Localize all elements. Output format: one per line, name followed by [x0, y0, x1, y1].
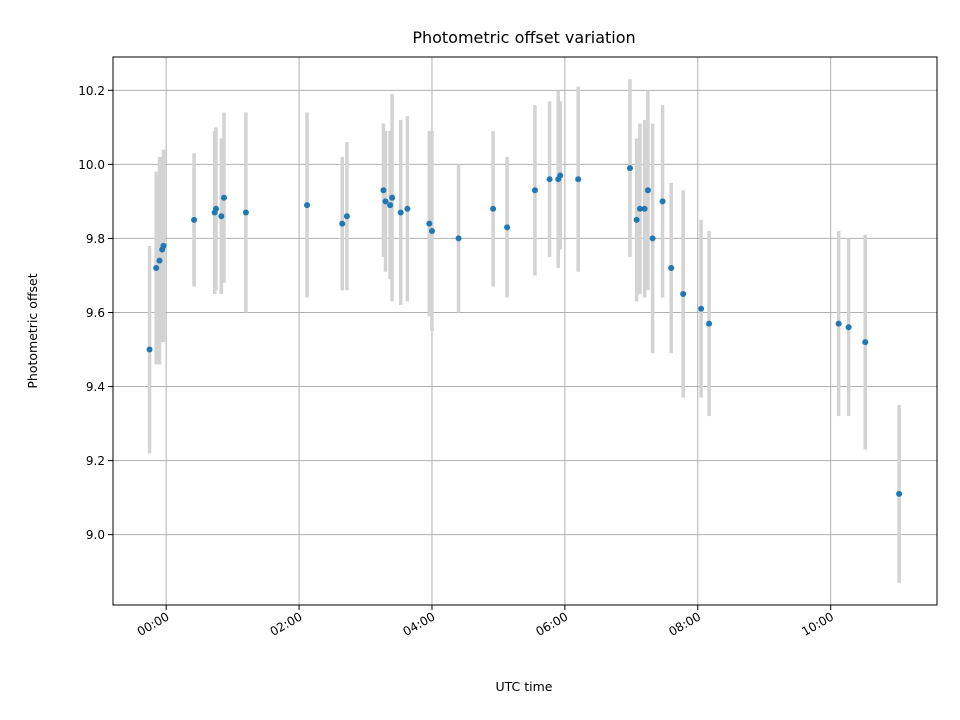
plot-frame	[112, 56, 938, 606]
data-point	[504, 224, 511, 231]
data-point	[659, 198, 666, 205]
data-point	[389, 194, 396, 201]
x-axis-label: UTC time	[496, 679, 553, 694]
data-point	[426, 220, 433, 227]
data-point	[557, 172, 564, 179]
data-point	[706, 320, 713, 327]
data-point	[680, 290, 687, 297]
data-point	[220, 194, 227, 201]
data-points	[146, 165, 903, 497]
data-point	[649, 235, 656, 242]
y-axis-label: Photometric offset	[25, 273, 40, 388]
data-point	[644, 187, 651, 194]
y-tick-label: 10.0	[78, 158, 105, 172]
data-point	[531, 187, 538, 194]
data-point	[835, 320, 842, 327]
data-point	[404, 205, 411, 212]
y-tick-label: 9.0	[86, 528, 105, 542]
data-point	[382, 198, 389, 205]
data-point	[339, 220, 346, 227]
data-point	[160, 242, 167, 249]
data-point	[218, 213, 225, 220]
y-tick-label: 10.2	[78, 84, 105, 98]
data-point	[242, 209, 249, 216]
data-point	[304, 202, 311, 209]
data-point	[397, 209, 404, 216]
data-point	[380, 187, 387, 194]
chart-title: Photometric offset variation	[412, 28, 635, 47]
data-point	[636, 205, 643, 212]
data-point	[626, 165, 633, 172]
data-point	[698, 305, 705, 312]
data-point	[575, 176, 582, 183]
y-tick-label: 9.4	[86, 380, 105, 394]
data-point	[845, 324, 852, 331]
y-tick-label: 9.2	[86, 454, 105, 468]
grid	[113, 57, 937, 605]
y-tick-label: 9.8	[86, 232, 105, 246]
data-point	[153, 265, 160, 272]
y-tick-label: 9.6	[86, 306, 105, 320]
data-point	[191, 216, 198, 223]
data-point	[343, 213, 350, 220]
data-point	[156, 257, 163, 264]
data-point	[896, 490, 903, 497]
data-point	[633, 216, 640, 223]
data-point	[213, 205, 219, 212]
data-point	[146, 346, 153, 353]
data-point	[455, 235, 462, 242]
data-point	[490, 205, 497, 212]
data-point	[387, 202, 394, 209]
data-point	[546, 176, 553, 183]
data-point	[668, 265, 675, 272]
data-point	[862, 339, 869, 346]
data-point	[641, 205, 648, 212]
data-point	[428, 228, 435, 235]
